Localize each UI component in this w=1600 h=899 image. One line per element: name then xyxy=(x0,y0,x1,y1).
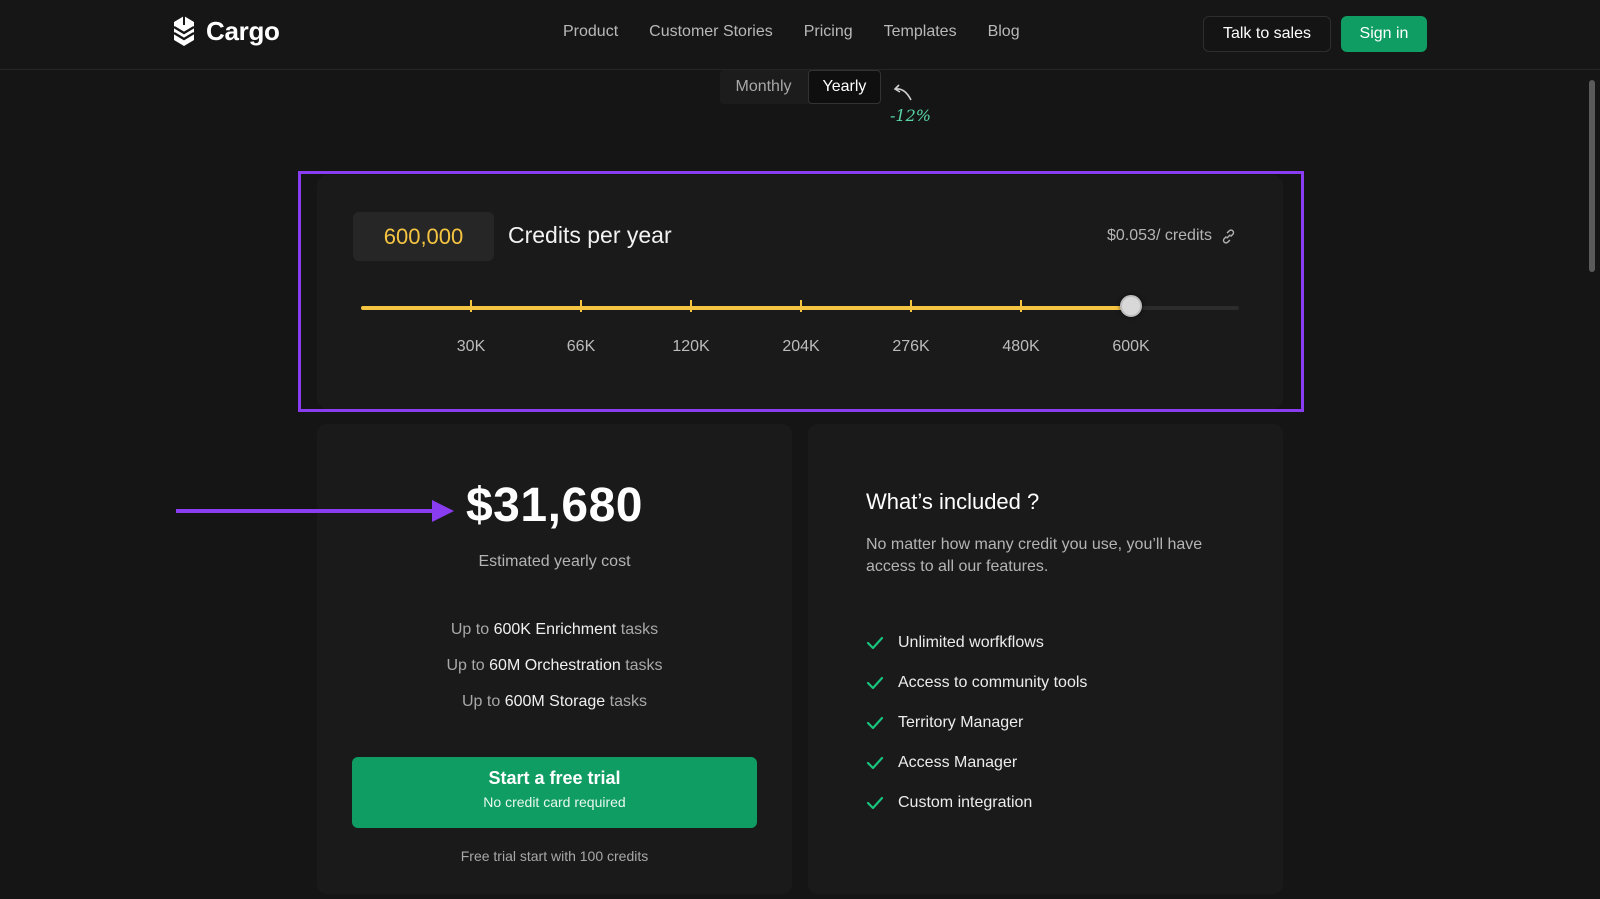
task-suffix: tasks xyxy=(625,657,663,674)
slider-tick xyxy=(470,300,472,312)
billing-period-toggle: Monthly Yearly xyxy=(720,70,881,104)
slider-stop-label[interactable]: 66K xyxy=(566,338,596,355)
page-scrollbar[interactable] xyxy=(1589,80,1595,272)
task-suffix: tasks xyxy=(620,621,659,638)
task-amount: 600K Enrichment xyxy=(493,621,617,638)
nav-blog[interactable]: Blog xyxy=(987,23,1020,40)
task-line-orchestration: Up to 60M Orchestration tasks xyxy=(317,657,792,675)
feature-item: Access to community tools xyxy=(866,674,1087,692)
included-title: What’s included ? xyxy=(866,489,1040,514)
credits-slider-thumb[interactable] xyxy=(1120,295,1142,317)
check-icon xyxy=(866,716,884,730)
slider-stop-label[interactable]: 276K xyxy=(892,338,930,355)
estimated-price: $31,680 xyxy=(465,479,643,532)
task-line-enrichment: Up to 600K Enrichment tasks xyxy=(317,621,792,639)
slider-tick xyxy=(910,300,912,312)
main-nav: Product Customer Stories Pricing Templat… xyxy=(563,23,1051,41)
slider-stop-label[interactable]: 600K xyxy=(1112,338,1150,355)
feature-item: Unlimited worfkflows xyxy=(866,634,1044,652)
task-amount: 600M Storage xyxy=(504,693,606,710)
discount-label: -12% xyxy=(890,106,931,125)
feature-item: Access Manager xyxy=(866,754,1017,772)
toggle-yearly[interactable]: Yearly xyxy=(808,70,881,104)
check-icon xyxy=(866,636,884,650)
credits-slider-fill xyxy=(361,306,1131,310)
feature-label: Unlimited worfkflows xyxy=(898,634,1044,651)
feature-label: Custom integration xyxy=(898,794,1033,811)
brand-name: Cargo xyxy=(206,15,280,46)
nav-templates[interactable]: Templates xyxy=(883,23,957,40)
slider-tick xyxy=(800,300,802,312)
talk-to-sales-button[interactable]: Talk to sales xyxy=(1203,16,1331,52)
cargo-logo-icon xyxy=(173,16,195,46)
credits-label: Credits per year xyxy=(508,222,672,248)
slider-tick xyxy=(580,300,582,312)
top-nav-bar: Cargo Product Customer Stories Pricing T… xyxy=(0,0,1600,70)
credit-rate: $0.053/ credits xyxy=(1107,227,1237,245)
included-description: No matter how many credit you use, you’l… xyxy=(866,536,1203,575)
feature-label: Access to community tools xyxy=(898,674,1088,691)
sign-in-button[interactable]: Sign in xyxy=(1341,16,1427,52)
nav-product[interactable]: Product xyxy=(563,23,619,40)
toggle-monthly[interactable]: Monthly xyxy=(735,78,792,95)
credits-value[interactable]: 600,000 xyxy=(353,212,494,261)
slider-stop-label[interactable]: 480K xyxy=(1002,338,1040,355)
task-prefix: Up to xyxy=(450,621,490,638)
curved-arrow-icon xyxy=(893,84,912,101)
task-suffix: tasks xyxy=(609,693,647,710)
feature-item: Custom integration xyxy=(866,794,1032,812)
link-icon[interactable] xyxy=(1220,228,1237,245)
nav-pricing[interactable]: Pricing xyxy=(803,23,853,40)
slider-stop-label[interactable]: 204K xyxy=(782,338,820,355)
check-icon xyxy=(866,756,884,770)
slider-tick xyxy=(690,300,692,312)
trial-button-subtitle: No credit card required xyxy=(483,794,626,810)
task-prefix: Up to xyxy=(446,657,485,674)
arrow-annotation-icon xyxy=(176,500,454,522)
start-free-trial-button[interactable]: Start a free trial No credit card requir… xyxy=(352,757,757,828)
slider-stop-label[interactable]: 30K xyxy=(456,338,486,355)
highlight-annotation-box xyxy=(298,171,1304,412)
trial-note: Free trial start with 100 credits xyxy=(460,848,649,864)
task-amount: 60M Orchestration xyxy=(489,657,621,674)
trial-button-title: Start a free trial xyxy=(488,768,621,788)
credits-slider-track[interactable] xyxy=(361,295,1239,317)
brand-logo[interactable]: Cargo xyxy=(172,14,280,48)
feature-label: Territory Manager xyxy=(898,714,1024,731)
feature-label: Access Manager xyxy=(898,754,1018,771)
check-icon xyxy=(866,676,884,690)
task-line-storage: Up to 600M Storage tasks xyxy=(317,693,792,711)
credit-rate-text: $0.053/ credits xyxy=(1107,227,1212,244)
nav-customer-stories[interactable]: Customer Stories xyxy=(649,23,773,40)
slider-stop-label[interactable]: 120K xyxy=(672,338,710,355)
check-icon xyxy=(866,796,884,810)
included-card xyxy=(808,424,1283,894)
slider-tick xyxy=(1020,300,1022,312)
task-prefix: Up to xyxy=(461,693,501,710)
feature-item: Territory Manager xyxy=(866,714,1023,732)
estimated-price-label: Estimated yearly cost xyxy=(478,553,631,570)
